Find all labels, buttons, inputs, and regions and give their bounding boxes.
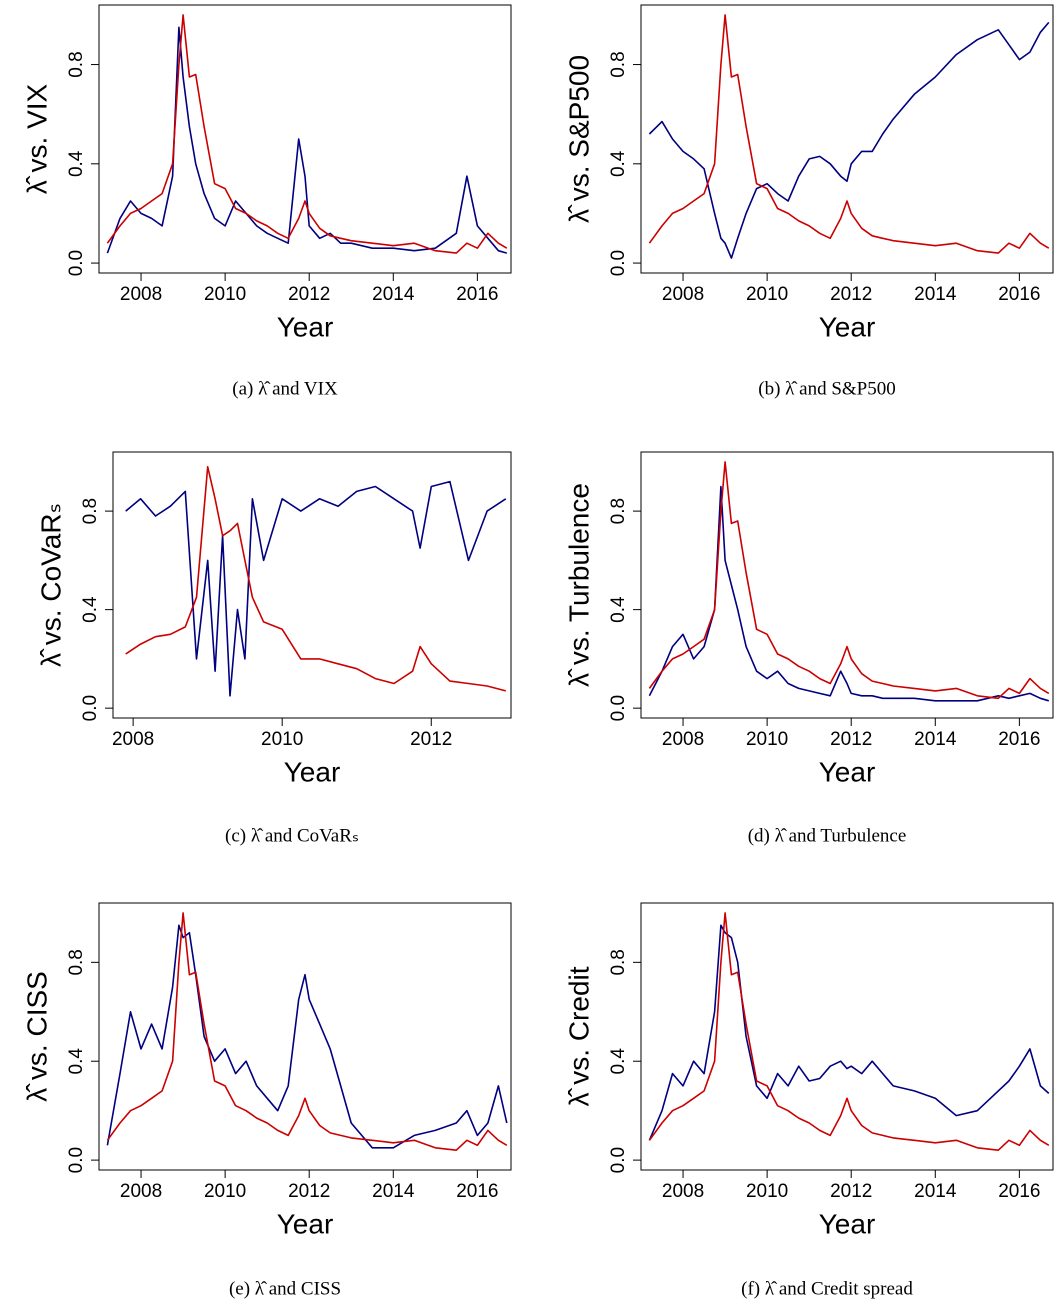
- x-tick-label: 2014: [372, 1181, 415, 1202]
- caption: (a) λ̂ and VIX: [232, 378, 338, 399]
- panel: 2008 2010 2012 2014 2016 0.0 0.4 0.8 Year λ̂ vs. …: [563, 902, 1054, 1299]
- x-tick-label: 2014: [914, 1181, 957, 1202]
- y-tick-label: 0.0: [608, 1147, 629, 1173]
- x-tick-label: 2010: [204, 1181, 246, 1202]
- plot-frame: [640, 4, 1054, 274]
- panel: 2008 2010 2012 2014 2016 0.0 0.4 0.8 Year λ̂ vs. …: [563, 4, 1054, 399]
- x-tick-label: 2010: [746, 1181, 788, 1202]
- y-tick-label: 0.4: [66, 1048, 87, 1075]
- data-line: [648, 21, 1050, 259]
- y-axis-title: λ̂ vs. Credit: [563, 966, 594, 1106]
- data-line: [648, 485, 1050, 702]
- x-tick-label: 2010: [746, 284, 788, 305]
- panel: 2008 2010 2012 2014 2016 0.0 0.4 0.8 Year λ̂ vs. …: [563, 451, 1054, 846]
- panel: 2008 2010 2012 2014 2016 0.0 0.4 0.8 Year λ̂ vs. …: [21, 902, 512, 1299]
- x-tick-label: 2008: [662, 729, 704, 750]
- y-axis-title: λ̂ vs. S&P500: [563, 55, 594, 223]
- x-tick-label: 2016: [998, 729, 1040, 750]
- y-tick-label: 0.4: [608, 1048, 629, 1075]
- caption: (d) λ̂ and Turbulence: [748, 825, 907, 846]
- y-tick-label: 0.4: [80, 596, 101, 623]
- caption: (e) λ̂ and CISS: [229, 1278, 341, 1299]
- panel: 2008 2010 2012 0.0 0.4 0.8 Year λ̂ vs. CoVaRₛ (c…: [35, 451, 512, 846]
- y-tick-label: 0.8: [608, 51, 629, 77]
- data-line: [648, 461, 1050, 700]
- x-tick-label: 2008: [662, 1181, 704, 1202]
- data-line: [106, 912, 508, 1151]
- caption: (c) λ̂ and CoVaRₛ: [225, 825, 359, 846]
- x-tick-label: 2010: [746, 729, 788, 750]
- x-tick-label: 2016: [456, 1181, 498, 1202]
- x-axis-title: Year: [819, 756, 876, 787]
- plot-frame: [98, 902, 512, 1171]
- x-tick-label: 2016: [456, 284, 498, 305]
- y-tick-label: 0.8: [608, 498, 629, 524]
- x-tick-label: 2014: [372, 284, 415, 305]
- data-line: [648, 14, 1050, 254]
- plot-frame: [640, 902, 1054, 1171]
- plot-frame: [640, 451, 1054, 719]
- y-axis-title: λ̂ vs. CoVaRₛ: [35, 503, 66, 667]
- panel: 2008 2010 2012 2014 2016 0.0 0.4 0.8 Year λ̂ vs. …: [21, 4, 512, 399]
- plot-frame: [112, 451, 512, 719]
- x-tick-label: 2012: [288, 284, 330, 305]
- data-line: [106, 26, 508, 254]
- x-axis-title: Year: [819, 311, 876, 342]
- x-tick-label: 2008: [120, 284, 162, 305]
- x-tick-label: 2012: [830, 729, 872, 750]
- x-tick-label: 2008: [662, 284, 704, 305]
- x-tick-label: 2012: [830, 1181, 872, 1202]
- data-line: [125, 466, 507, 692]
- x-axis-title: Year: [277, 311, 334, 342]
- data-line: [125, 480, 507, 697]
- y-tick-label: 0.0: [608, 250, 629, 276]
- y-tick-label: 0.4: [66, 150, 87, 177]
- x-tick-label: 2014: [914, 729, 957, 750]
- y-tick-label: 0.0: [608, 695, 629, 721]
- x-axis-title: Year: [277, 1208, 334, 1239]
- y-tick-label: 0.4: [608, 596, 629, 623]
- x-axis-title: Year: [284, 756, 341, 787]
- data-line: [648, 912, 1050, 1151]
- x-tick-label: 2010: [261, 729, 303, 750]
- x-tick-label: 2012: [410, 729, 452, 750]
- y-tick-label: 0.8: [66, 51, 87, 77]
- caption: (b) λ̂ and S&P500: [758, 378, 895, 399]
- y-axis-title: λ̂ vs. VIX: [21, 83, 52, 194]
- plot-frame: [98, 4, 512, 274]
- x-tick-label: 2012: [830, 284, 872, 305]
- y-tick-label: 0.4: [608, 150, 629, 177]
- y-tick-label: 0.0: [66, 250, 87, 276]
- y-axis-title: λ̂ vs. Turbulence: [563, 483, 594, 687]
- x-tick-label: 2010: [204, 284, 246, 305]
- x-tick-label: 2012: [288, 1181, 330, 1202]
- y-axis-title: λ̂ vs. CISS: [21, 971, 52, 1102]
- x-tick-label: 2008: [112, 729, 154, 750]
- y-tick-label: 0.0: [66, 1147, 87, 1173]
- x-tick-label: 2016: [998, 284, 1040, 305]
- caption: (f) λ̂ and Credit spread: [741, 1278, 913, 1299]
- data-line: [648, 924, 1050, 1141]
- x-tick-label: 2008: [120, 1181, 162, 1202]
- y-tick-label: 0.8: [608, 949, 629, 975]
- data-line: [106, 924, 508, 1149]
- y-tick-label: 0.0: [80, 695, 101, 721]
- x-tick-label: 2016: [998, 1181, 1040, 1202]
- y-tick-label: 0.8: [66, 949, 87, 975]
- y-tick-label: 0.8: [80, 498, 101, 524]
- data-line: [106, 14, 508, 254]
- x-axis-title: Year: [819, 1208, 876, 1239]
- x-tick-label: 2014: [914, 284, 957, 305]
